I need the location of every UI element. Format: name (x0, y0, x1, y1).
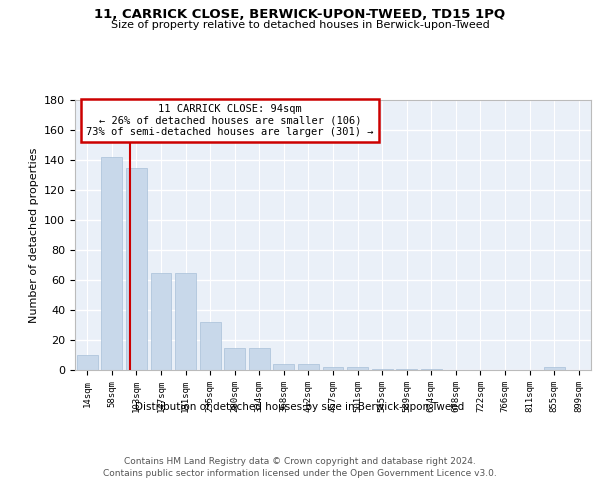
Bar (371, 368, 392, 370)
Bar (200, 322, 221, 370)
Text: Contains HM Land Registry data © Crown copyright and database right 2024.: Contains HM Land Registry data © Crown c… (124, 458, 476, 466)
Bar (421, 368, 442, 370)
Text: Distribution of detached houses by size in Berwick-upon-Tweed: Distribution of detached houses by size … (136, 402, 464, 412)
Y-axis label: Number of detached properties: Number of detached properties (29, 148, 38, 322)
Text: 11, CARRICK CLOSE, BERWICK-UPON-TWEED, TD15 1PQ: 11, CARRICK CLOSE, BERWICK-UPON-TWEED, T… (94, 8, 506, 20)
Bar (544, 367, 565, 370)
Bar (347, 367, 368, 370)
Text: Contains public sector information licensed under the Open Government Licence v3: Contains public sector information licen… (103, 469, 497, 478)
Bar (126, 168, 147, 370)
Bar (151, 272, 172, 370)
Bar (175, 272, 196, 370)
Bar (396, 368, 417, 370)
Bar (101, 157, 122, 370)
Bar (249, 348, 270, 370)
Text: 11 CARRICK CLOSE: 94sqm
← 26% of detached houses are smaller (106)
73% of semi-d: 11 CARRICK CLOSE: 94sqm ← 26% of detache… (86, 104, 374, 137)
Bar (77, 355, 98, 370)
Bar (224, 348, 245, 370)
Text: Size of property relative to detached houses in Berwick-upon-Tweed: Size of property relative to detached ho… (110, 20, 490, 30)
Bar (274, 364, 295, 370)
Bar (298, 364, 319, 370)
Bar (323, 367, 343, 370)
